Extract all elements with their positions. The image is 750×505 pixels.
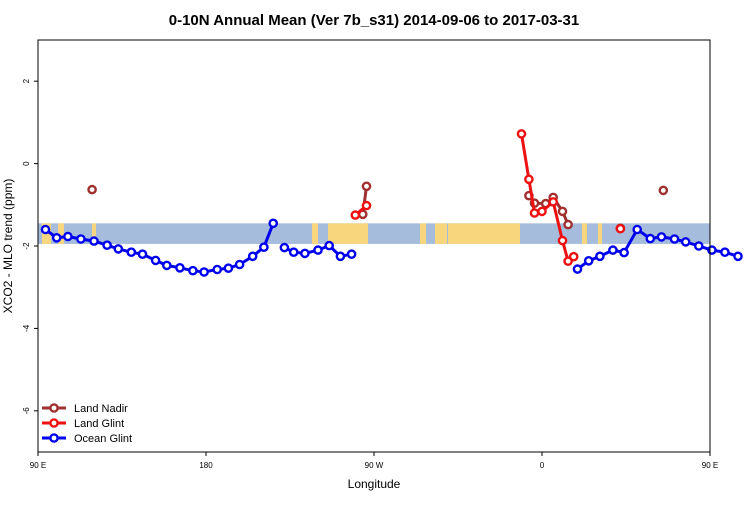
series-ocean-glint — [40, 218, 743, 277]
legend-label: Land Glint — [74, 418, 124, 430]
land-patch — [598, 223, 602, 244]
land-patch — [328, 223, 368, 244]
data-point — [102, 240, 112, 250]
data-point — [557, 206, 568, 217]
data-point — [516, 129, 527, 139]
land-ocean-band — [38, 223, 710, 244]
data-point — [188, 265, 198, 276]
land-patch — [420, 223, 426, 244]
y-tick-label: -6 — [22, 407, 31, 415]
x-tick-label: 180 — [199, 461, 213, 470]
x-tick-label: 90 E — [702, 461, 718, 470]
data-point — [279, 242, 290, 253]
data-point — [150, 255, 161, 266]
land-patch — [582, 223, 587, 244]
land-patch — [58, 223, 64, 244]
x-tick-label: 90 W — [365, 461, 384, 470]
x-tick-label: 0 — [540, 461, 545, 470]
series-layer — [40, 129, 743, 277]
data-point — [212, 264, 222, 275]
data-point — [346, 249, 357, 259]
data-point — [40, 224, 51, 235]
data-point — [113, 244, 124, 254]
land-patch — [448, 223, 520, 244]
legend-label: Land Nadir — [74, 403, 128, 415]
land-patch — [92, 223, 96, 244]
data-point — [335, 251, 346, 262]
data-point — [76, 234, 86, 244]
data-point — [568, 251, 579, 262]
y-axis-label: XCO2 - MLO trend (ppm) — [1, 179, 15, 314]
data-point — [313, 245, 323, 255]
data-point — [529, 208, 540, 218]
data-point — [350, 210, 361, 220]
data-point — [87, 184, 97, 195]
data-point — [707, 245, 717, 255]
data-point — [658, 185, 669, 196]
data-point — [524, 174, 534, 185]
legend: Land Nadir Land Glint Ocean Glint — [42, 403, 132, 445]
y-tick-label: -4 — [22, 324, 31, 332]
plot-frame — [37, 39, 711, 453]
data-point — [288, 247, 299, 257]
data-point — [572, 264, 583, 274]
data-point — [300, 248, 310, 259]
data-point — [259, 242, 269, 252]
axes: 90 E 180 90 W 0 90 E 2 0 -2 -4 -6 — [22, 78, 718, 470]
y-tick-label: 2 — [22, 78, 31, 83]
data-point — [161, 260, 172, 271]
legend-label: Ocean Glint — [74, 433, 132, 445]
data-point — [137, 249, 148, 259]
data-point — [175, 262, 185, 273]
data-point — [268, 218, 279, 229]
x-tick-label: 90 E — [30, 461, 46, 470]
chart-title: 0-10N Annual Mean (Ver 7b_s31) 2014-09-0… — [169, 12, 579, 29]
land-patch — [312, 223, 318, 244]
data-point — [656, 232, 667, 242]
data-point — [548, 197, 559, 207]
data-point — [223, 263, 234, 274]
data-point — [563, 219, 573, 230]
data-point — [324, 240, 335, 251]
data-point — [615, 223, 626, 234]
data-point — [619, 247, 629, 258]
y-tick-label: 0 — [22, 161, 31, 166]
data-point — [557, 235, 568, 246]
data-point — [733, 251, 743, 262]
data-point — [595, 251, 605, 262]
data-point — [361, 181, 372, 192]
ocean-band — [38, 223, 710, 244]
data-point — [63, 231, 73, 242]
data-point — [583, 255, 594, 266]
data-point — [361, 200, 372, 211]
legend-marker — [49, 433, 59, 443]
data-point — [234, 259, 245, 270]
data-point — [89, 236, 99, 246]
data-point — [645, 233, 656, 244]
data-point — [669, 234, 680, 244]
legend-marker — [49, 403, 59, 413]
data-point — [632, 224, 643, 235]
data-point — [694, 241, 704, 251]
land-patch — [435, 223, 447, 244]
data-point — [720, 247, 730, 257]
data-point — [199, 267, 209, 277]
data-point — [680, 237, 691, 247]
data-point — [537, 206, 547, 217]
data-point — [247, 251, 258, 262]
y-tick-label: -2 — [22, 242, 31, 250]
series-land-glint — [350, 129, 626, 267]
data-point — [608, 245, 618, 255]
legend-marker — [49, 418, 59, 428]
data-point — [126, 247, 137, 257]
x-axis-label: Longitude — [348, 477, 401, 491]
data-point — [51, 232, 62, 243]
